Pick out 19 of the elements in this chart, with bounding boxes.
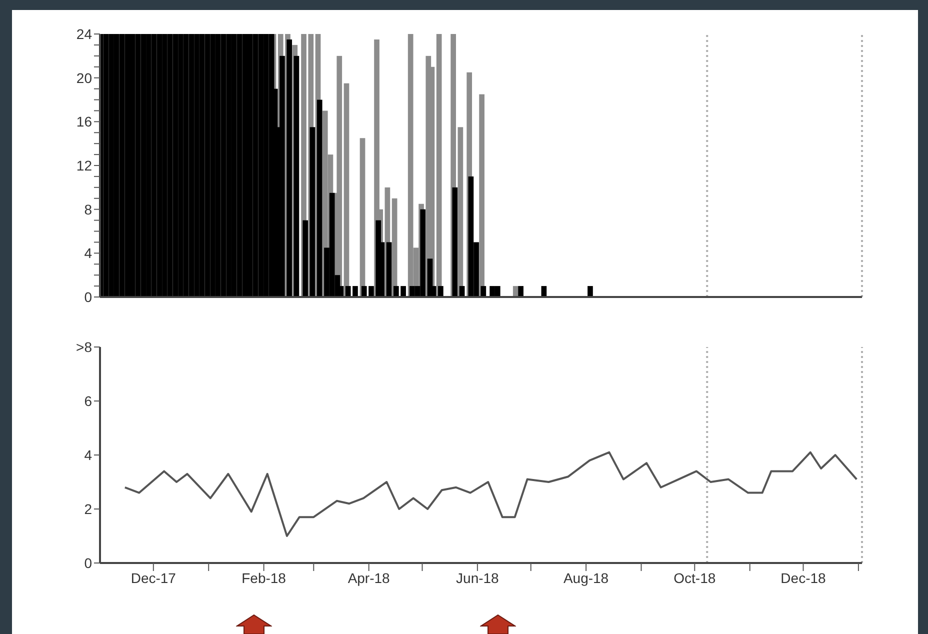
x-tick-label: Dec-17 xyxy=(130,570,176,586)
y-tick-label: 20 xyxy=(76,70,92,86)
x-tick-label: Dec-18 xyxy=(780,570,826,586)
y-tick-label: 2 xyxy=(84,500,92,517)
x-tick-label: Feb-18 xyxy=(242,570,286,586)
y-tick-label: 0 xyxy=(84,288,92,305)
x-tick-label: Jun-18 xyxy=(456,570,500,586)
y-tick-label: 4 xyxy=(84,245,92,262)
y-tick-label: 6 xyxy=(84,392,92,409)
y-tick-label: 4 xyxy=(84,446,92,463)
y-tick-label: >8 xyxy=(76,338,92,355)
x-tick-label: Apr-18 xyxy=(348,570,390,586)
x-tick-label: Aug-18 xyxy=(563,570,609,586)
x-tick-label: Oct-18 xyxy=(674,570,716,586)
y-tick-label: 12 xyxy=(76,157,92,174)
y-tick-label: 0 xyxy=(84,554,92,571)
y-tick-label: 8 xyxy=(84,201,92,218)
y-tick-label: 16 xyxy=(76,114,92,130)
y-tick-label: 24 xyxy=(76,26,92,42)
